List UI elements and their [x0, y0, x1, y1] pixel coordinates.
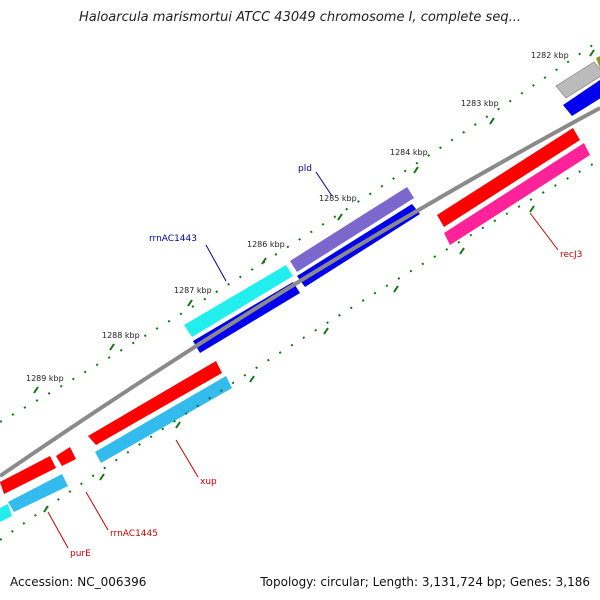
tick-label-1287: 1287 kbp [174, 286, 212, 295]
label-xup[interactable]: xup [200, 477, 217, 487]
outer-features [184, 56, 600, 353]
inner-features [0, 128, 590, 522]
tick-label-1286: 1286 kbp [247, 240, 285, 249]
tick-label-1282: 1282 kbp [531, 51, 569, 60]
xup-red-feature [88, 361, 222, 445]
backbone [0, 106, 600, 478]
small-red-feature [56, 447, 76, 466]
rrnAC1445-feature [8, 474, 68, 512]
tick-label-1284: 1284 kbp [390, 148, 428, 157]
label-recJ3[interactable]: recJ3 [560, 250, 582, 260]
map-title: Haloarcula marismortui ATCC 43049 chromo… [79, 10, 521, 25]
recJ3-red-feature [437, 128, 580, 227]
label-pld[interactable]: pld [298, 164, 312, 174]
inner-major-ticks [43, 205, 535, 513]
gray-feature [555, 61, 600, 99]
tick-label-1288: 1288 kbp [102, 331, 140, 340]
pld-feature [290, 187, 414, 272]
label-rrnAC1445[interactable]: rrnAC1445 [110, 529, 158, 539]
major-ticks [33, 49, 595, 394]
outer-tick-ring [0, 39, 600, 423]
tick-label-1283: 1283 kbp [461, 99, 499, 108]
blue-feature-top [563, 80, 600, 116]
inner-tick-ring [0, 159, 600, 541]
accession-text: Accession: NC_006396 [10, 575, 147, 589]
label-purE[interactable]: purE [70, 549, 91, 559]
label-rrnAC1443[interactable]: rrnAC1443 [149, 234, 197, 244]
recJ3-feature [444, 143, 590, 245]
summary-text: Topology: circular; Length: 3,131,724 bp… [260, 575, 590, 589]
leader-lines [47, 171, 559, 549]
edge-cyan-feature [0, 504, 12, 522]
olive-feature [596, 56, 600, 68]
tick-label-1289: 1289 kbp [26, 374, 64, 383]
tick-label-1285: 1285 kbp [319, 194, 357, 203]
xup-feature [95, 376, 232, 463]
rrnAC1443-feature [184, 265, 293, 337]
purE-red-feature [0, 456, 56, 494]
